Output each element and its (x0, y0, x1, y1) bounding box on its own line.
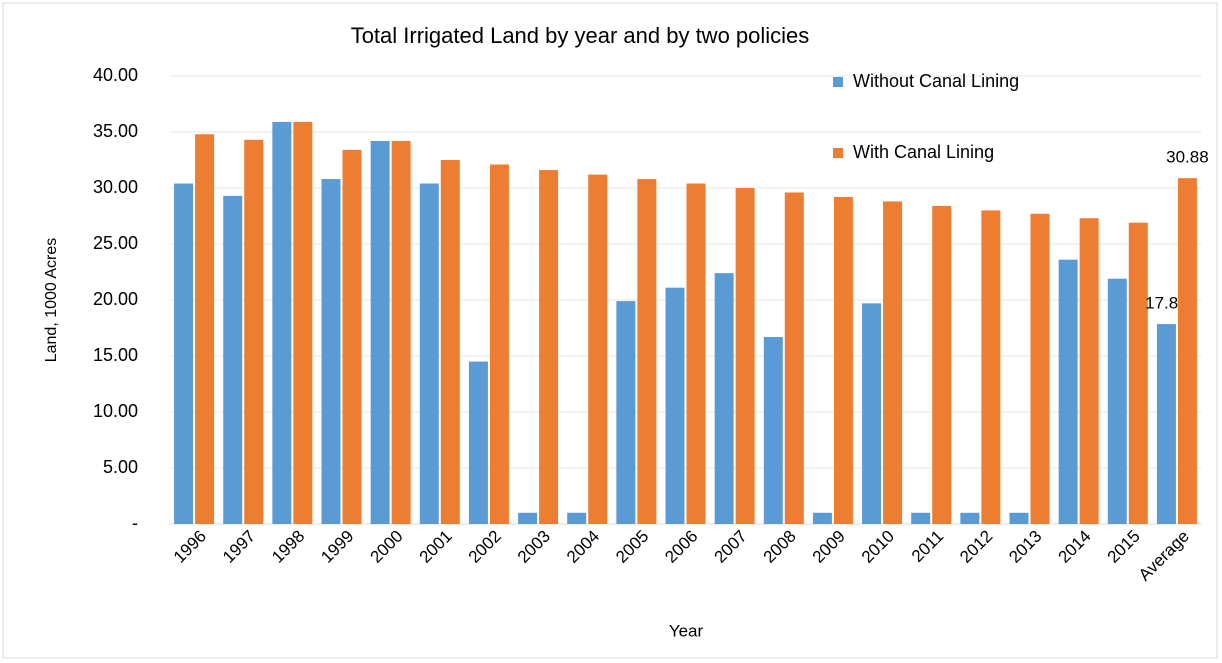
bar (1177, 178, 1197, 525)
bar (763, 336, 783, 524)
bar (714, 273, 734, 524)
bar (342, 149, 362, 525)
bar (391, 140, 411, 524)
bar (272, 121, 292, 525)
bar (686, 183, 706, 524)
bar (468, 361, 488, 524)
y-tick-label: 20.00 (93, 289, 138, 309)
data-label: 17.85 (1145, 294, 1188, 313)
bar (1156, 324, 1176, 524)
bar (637, 179, 657, 525)
bar (616, 301, 636, 524)
bar (883, 201, 903, 524)
bar (1009, 512, 1029, 524)
bar (981, 210, 1001, 524)
chart-title: Total Irrigated Land by year and by two … (351, 23, 810, 48)
legend-swatch (833, 148, 843, 158)
y-axis-label: Land, 1000 Acres (43, 238, 60, 363)
bar (1030, 213, 1050, 524)
bar (1128, 222, 1148, 524)
bar (1079, 218, 1099, 525)
bar (911, 512, 931, 524)
bar (588, 174, 608, 524)
legend-swatch (833, 77, 843, 87)
y-tick-label: - (132, 513, 138, 533)
y-tick-label: 10.00 (93, 401, 138, 421)
bar (419, 183, 439, 524)
bar (665, 287, 685, 524)
bar (833, 196, 853, 524)
bar (567, 512, 587, 524)
bar (195, 134, 215, 525)
bar (1058, 259, 1078, 524)
bar (244, 139, 264, 524)
bar (174, 183, 194, 524)
y-tick-label: 40.00 (93, 65, 138, 85)
bar (932, 205, 952, 525)
legend-label: With Canal Lining (853, 142, 994, 162)
bar (960, 512, 980, 524)
bar (735, 188, 755, 524)
bar (539, 170, 559, 524)
bar (812, 512, 832, 524)
bar (784, 192, 804, 525)
data-label: 30.88 (1166, 148, 1209, 167)
bar (862, 303, 882, 524)
y-tick-label: 5.00 (103, 457, 138, 477)
legend-label: Without Canal Lining (853, 71, 1019, 91)
x-axis-label: Year (669, 621, 704, 640)
y-tick-label: 15.00 (93, 345, 138, 365)
bar (440, 160, 460, 524)
bar (489, 164, 509, 525)
bar (370, 140, 390, 524)
bar (518, 512, 538, 524)
bar (1107, 278, 1127, 524)
y-tick-label: 35.00 (93, 121, 138, 141)
bar (321, 179, 341, 525)
y-tick-label: 30.00 (93, 177, 138, 197)
y-tick-label: 25.00 (93, 233, 138, 253)
bar (293, 121, 313, 525)
bar (223, 195, 243, 524)
